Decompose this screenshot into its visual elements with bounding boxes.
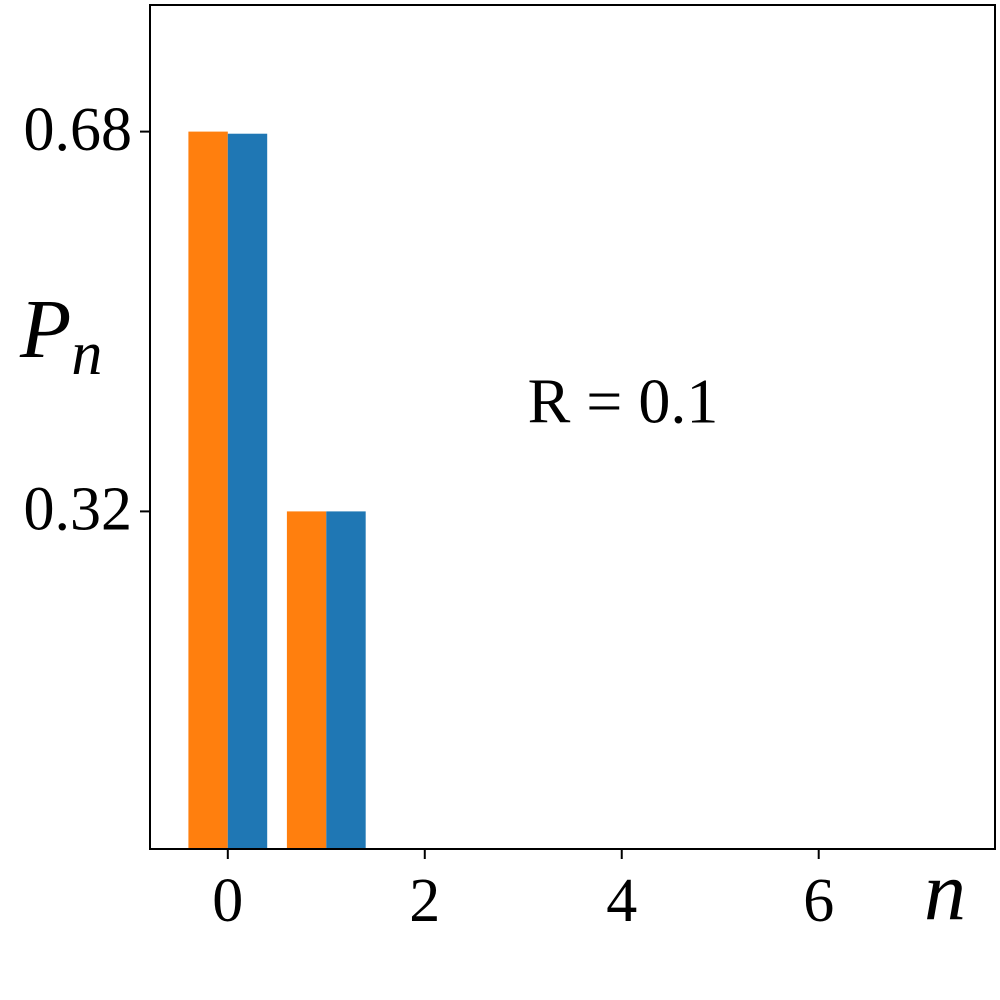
bar — [326, 511, 366, 849]
x-tick-label: 2 — [409, 867, 440, 935]
y-tick-label: 0.68 — [24, 96, 133, 164]
annotation: R = 0.1 — [528, 366, 719, 437]
y-axis-label-sub: n — [71, 320, 102, 388]
bar — [188, 131, 228, 850]
x-axis-label: n — [924, 845, 966, 938]
y-axis-label-main: P — [19, 283, 71, 376]
plot-frame — [149, 4, 996, 850]
y-axis-label: Pn — [19, 283, 102, 388]
x-tick-label: 4 — [606, 867, 637, 935]
x-tick-label: 0 — [212, 867, 243, 935]
x-tick-label: 6 — [803, 867, 834, 935]
bar — [286, 511, 327, 849]
bar — [227, 133, 268, 849]
y-tick-label: 0.32 — [24, 476, 133, 544]
